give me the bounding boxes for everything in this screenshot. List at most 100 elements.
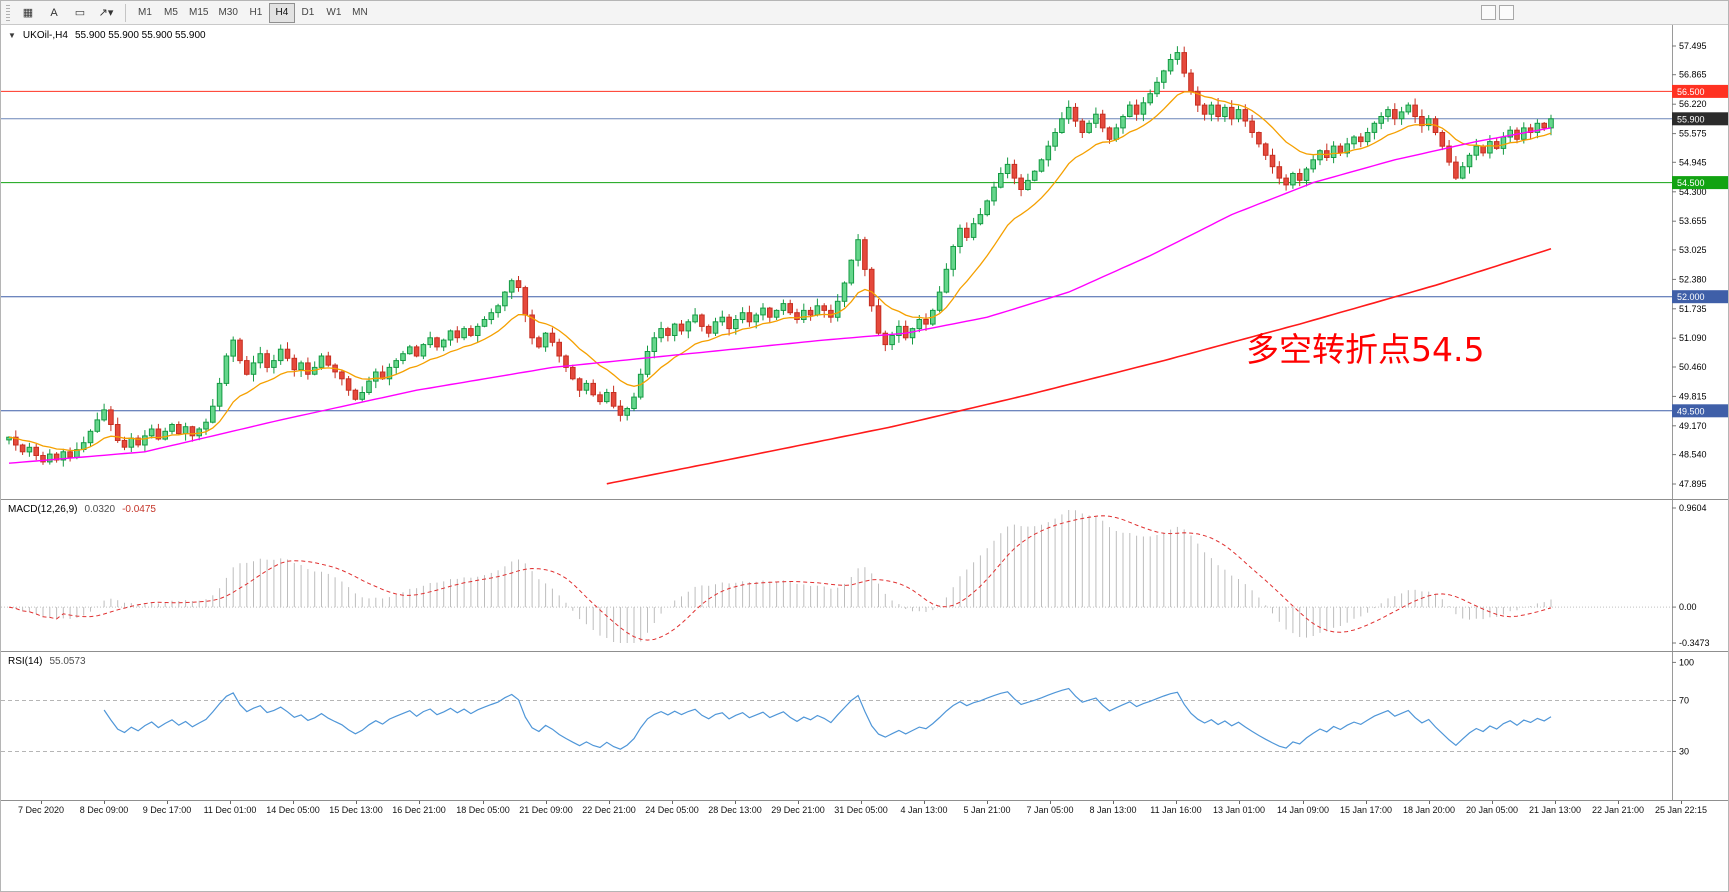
svg-text:52.000: 52.000 xyxy=(1677,292,1705,302)
collapse-arrow-icon[interactable]: ▼ xyxy=(8,31,16,40)
time-axis-tick xyxy=(1050,801,1051,804)
time-axis-tick xyxy=(1113,801,1114,804)
timeframe-button-m1[interactable]: M1 xyxy=(132,3,158,23)
ohlc-values: 55.900 55.900 55.900 55.900 xyxy=(74,30,206,41)
timeframe-button-m15[interactable]: M15 xyxy=(184,3,213,23)
svg-text:48.540: 48.540 xyxy=(1679,450,1707,460)
time-label: 13 Jan 01:00 xyxy=(1212,805,1266,815)
time-axis-tick xyxy=(609,801,610,804)
time-axis-tick xyxy=(483,801,484,804)
time-axis-tick xyxy=(735,801,736,804)
svg-text:-0.3473: -0.3473 xyxy=(1679,638,1710,648)
svg-text:56.500: 56.500 xyxy=(1677,87,1705,97)
time-axis-tick xyxy=(1176,801,1177,804)
svg-text:50.460: 50.460 xyxy=(1679,362,1707,372)
cursor-a-icon[interactable]: A xyxy=(42,3,66,23)
time-axis-tick xyxy=(41,801,42,804)
rsi-name: RSI(14) xyxy=(8,656,43,667)
timeframe-button-m5[interactable]: M5 xyxy=(158,3,184,23)
chart-title: ▼ UKOil-,H4 55.900 55.900 55.900 55.900 xyxy=(8,30,206,41)
time-label: 20 Jan 05:00 xyxy=(1465,805,1519,815)
macd-value-signal: -0.0475 xyxy=(122,504,156,515)
timeframe-button-d1[interactable]: D1 xyxy=(295,3,321,23)
timeframe-button-group: M1 M5 M15 M30 H1 H4 D1 W1 MN xyxy=(132,1,373,24)
svg-text:51.735: 51.735 xyxy=(1679,304,1707,314)
toolbar-right-button-1[interactable] xyxy=(1481,5,1496,20)
time-label: 18 Dec 05:00 xyxy=(456,805,510,815)
svg-text:54.300: 54.300 xyxy=(1679,187,1707,197)
draw-arrow-icon[interactable]: ↗▾ xyxy=(94,3,118,23)
macd-name: MACD(12,26,9) xyxy=(8,504,78,515)
toolbar: ▦ A ▭ ↗▾ M1 M5 M15 M30 H1 H4 D1 W1 MN xyxy=(1,1,1728,25)
toolbar-drag-handle[interactable] xyxy=(6,4,10,21)
time-axis-tick xyxy=(1366,801,1367,804)
svg-text:51.090: 51.090 xyxy=(1679,333,1707,343)
time-label: 18 Jan 20:00 xyxy=(1402,805,1456,815)
time-axis-tick xyxy=(1618,801,1619,804)
time-axis-tick xyxy=(1429,801,1430,804)
time-label: 7 Jan 05:00 xyxy=(1026,805,1074,815)
time-label: 29 Dec 21:00 xyxy=(771,805,825,815)
symbol-timeframe-label: UKOil-,H4 xyxy=(22,30,68,41)
time-axis-tick xyxy=(419,801,420,804)
svg-text:30: 30 xyxy=(1679,747,1689,757)
toolbar-icon-group: ▦ A ▭ ↗▾ xyxy=(15,1,119,24)
svg-text:0.00: 0.00 xyxy=(1679,602,1697,612)
macd-value-main: 0.0320 xyxy=(84,504,116,515)
time-axis-tick xyxy=(924,801,925,804)
time-label: 22 Dec 21:00 xyxy=(582,805,636,815)
time-axis-tick xyxy=(798,801,799,804)
time-label: 31 Dec 05:00 xyxy=(834,805,888,815)
time-label: 21 Dec 09:00 xyxy=(519,805,573,815)
time-label: 22 Jan 21:00 xyxy=(1591,805,1645,815)
time-label: 25 Jan 22:15 xyxy=(1654,805,1708,815)
rsi-canvas[interactable]: 100 70 30 xyxy=(1,652,1729,800)
svg-text:49.170: 49.170 xyxy=(1679,421,1707,431)
svg-text:49.815: 49.815 xyxy=(1679,391,1707,401)
rsi-panel: 100 70 30 RSI(14) 55.0573 xyxy=(1,651,1729,800)
svg-text:0.9604: 0.9604 xyxy=(1679,503,1707,513)
timeframe-button-h1[interactable]: H1 xyxy=(243,3,269,23)
time-axis[interactable]: 7 Dec 2020 8 Dec 09:00 9 Dec 17:00 11 Dec 0… xyxy=(1,800,1728,818)
time-label: 9 Dec 17:00 xyxy=(142,805,192,815)
time-axis-tick xyxy=(546,801,547,804)
svg-text:56.865: 56.865 xyxy=(1679,70,1707,80)
main-chart-panel: 57.495 56.865 56.220 55.575 54.945 54.300 53.6… xyxy=(1,25,1729,499)
time-label: 24 Dec 05:00 xyxy=(645,805,699,815)
time-axis-tick xyxy=(104,801,105,804)
svg-text:55.900: 55.900 xyxy=(1677,114,1705,124)
time-label: 14 Dec 05:00 xyxy=(266,805,320,815)
toolbar-right-button-2[interactable] xyxy=(1499,5,1514,20)
time-label: 4 Jan 13:00 xyxy=(900,805,948,815)
time-label: 28 Dec 13:00 xyxy=(708,805,762,815)
macd-label: MACD(12,26,9) 0.0320 -0.0475 xyxy=(8,504,156,515)
time-label: 11 Dec 01:00 xyxy=(203,805,257,815)
svg-text:47.895: 47.895 xyxy=(1679,479,1707,489)
time-axis-tick xyxy=(1303,801,1304,804)
time-label: 8 Jan 13:00 xyxy=(1089,805,1137,815)
time-label: 21 Jan 13:00 xyxy=(1528,805,1582,815)
svg-text:57.495: 57.495 xyxy=(1679,41,1707,51)
time-axis-tick xyxy=(230,801,231,804)
time-label: 14 Jan 09:00 xyxy=(1276,805,1330,815)
time-axis-tick xyxy=(1681,801,1682,804)
main-chart-canvas[interactable]: 57.495 56.865 56.220 55.575 54.945 54.300 53.6… xyxy=(1,25,1729,499)
timeframe-button-mn[interactable]: MN xyxy=(347,3,373,23)
macd-canvas[interactable]: 0.9604 0.00 -0.3473 xyxy=(1,500,1729,651)
svg-text:55.575: 55.575 xyxy=(1679,129,1707,139)
text-label-icon[interactable]: ▭ xyxy=(68,3,92,23)
timeframe-button-h4[interactable]: H4 xyxy=(268,2,295,23)
time-label: 16 Dec 21:00 xyxy=(392,805,446,815)
rsi-value: 55.0573 xyxy=(49,656,86,667)
timeframe-button-m30[interactable]: M30 xyxy=(213,3,242,23)
time-axis-tick xyxy=(356,801,357,804)
chart-annotation: 多空转折点54.5 xyxy=(1246,330,1485,369)
charts-grid-icon[interactable]: ▦ xyxy=(16,3,40,23)
timeframe-button-w1[interactable]: W1 xyxy=(321,3,347,23)
svg-text:54.945: 54.945 xyxy=(1679,157,1707,167)
time-axis-tick xyxy=(861,801,862,804)
svg-text:49.500: 49.500 xyxy=(1677,406,1705,416)
chart-stack: 57.495 56.865 56.220 55.575 54.945 54.300 53.6… xyxy=(1,25,1729,818)
time-label: 15 Dec 13:00 xyxy=(329,805,383,815)
time-axis-tick xyxy=(1492,801,1493,804)
